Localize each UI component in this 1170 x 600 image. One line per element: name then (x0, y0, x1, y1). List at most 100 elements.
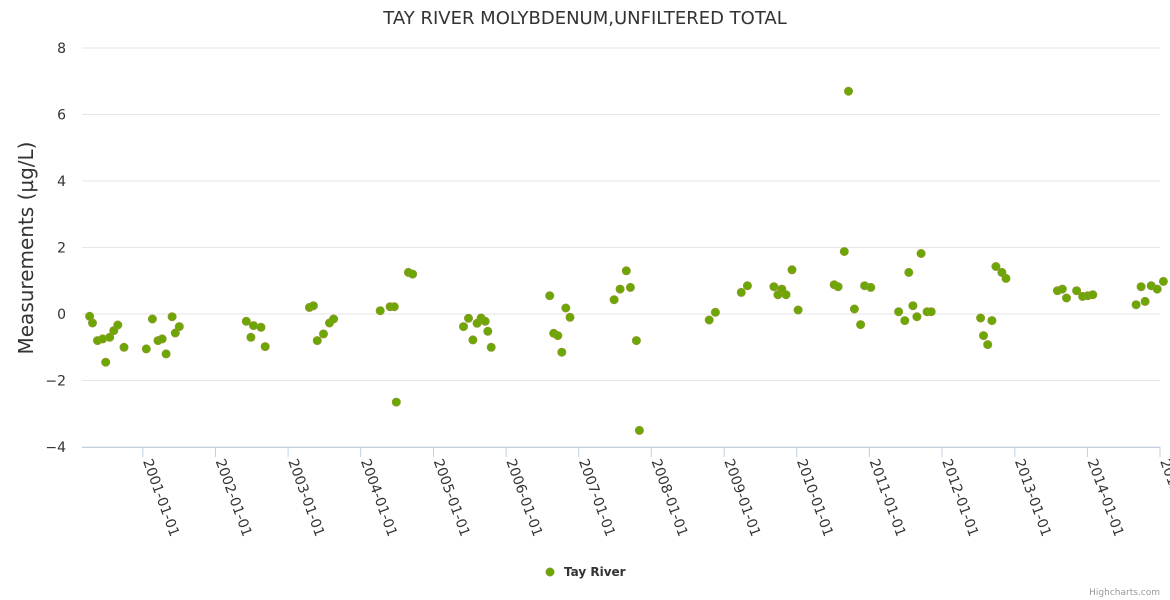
x-tick-label: 2013-01-01 (1011, 457, 1054, 539)
data-point[interactable] (849, 304, 859, 314)
x-tick-label: 2002-01-01 (212, 457, 255, 539)
data-point[interactable] (1088, 290, 1098, 300)
data-point[interactable] (486, 342, 496, 352)
data-point[interactable] (408, 269, 418, 279)
data-point[interactable] (904, 267, 914, 277)
data-points (85, 86, 1168, 435)
data-point[interactable] (389, 302, 399, 312)
data-point[interactable] (88, 318, 97, 328)
data-point[interactable] (833, 282, 843, 292)
y-axis-label: Measurements (µg/L) (14, 142, 38, 355)
data-point[interactable] (480, 316, 490, 326)
data-point[interactable] (991, 262, 1001, 271)
data-point[interactable] (900, 316, 910, 326)
data-point[interactable] (1001, 273, 1011, 283)
data-point[interactable] (161, 349, 171, 359)
data-point[interactable] (1152, 284, 1162, 294)
data-point[interactable] (249, 321, 258, 331)
data-point[interactable] (246, 332, 256, 342)
data-point[interactable] (1057, 284, 1067, 294)
data-point[interactable] (113, 320, 123, 330)
data-point[interactable] (459, 322, 468, 332)
x-tick-label: 2001-01-01 (139, 457, 182, 539)
data-point[interactable] (101, 357, 111, 367)
data-point[interactable] (742, 281, 752, 291)
x-tick-label: 2005-01-01 (430, 457, 473, 539)
data-point[interactable] (329, 314, 339, 324)
data-point[interactable] (736, 287, 746, 297)
x-tick-label: 2006-01-01 (502, 457, 545, 539)
data-point[interactable] (793, 305, 803, 315)
x-tick-label: 2003-01-01 (284, 457, 327, 539)
data-point[interactable] (391, 397, 401, 407)
data-point[interactable] (1072, 286, 1082, 296)
legend-marker-icon[interactable] (545, 567, 555, 577)
data-point[interactable] (157, 334, 167, 344)
data-point[interactable] (464, 313, 473, 323)
data-point[interactable] (926, 307, 936, 317)
data-point[interactable] (105, 332, 115, 342)
data-point[interactable] (483, 326, 493, 336)
data-point[interactable] (319, 329, 328, 339)
data-point[interactable] (704, 315, 714, 325)
data-point[interactable] (839, 247, 849, 256)
data-point[interactable] (308, 301, 318, 311)
credits-link[interactable]: Highcharts.com (1089, 588, 1160, 598)
data-point[interactable] (167, 312, 177, 322)
data-point[interactable] (609, 295, 619, 305)
data-point[interactable] (1140, 296, 1150, 306)
data-point[interactable] (979, 331, 988, 341)
legend-item-tay-river[interactable]: Tay River (564, 565, 626, 579)
data-point[interactable] (912, 312, 922, 322)
data-point[interactable] (987, 316, 997, 326)
data-point[interactable] (553, 331, 563, 341)
data-point[interactable] (916, 249, 926, 258)
data-point[interactable] (621, 266, 631, 276)
data-point[interactable] (557, 347, 567, 357)
data-point[interactable] (141, 344, 151, 354)
data-point[interactable] (256, 322, 266, 332)
data-point[interactable] (147, 314, 157, 324)
x-tick-label: 2011-01-01 (866, 457, 909, 539)
data-point[interactable] (631, 336, 641, 346)
x-tick-label: 2010-01-01 (793, 457, 836, 539)
x-tick-label: 2007-01-01 (575, 457, 618, 539)
y-gridlines (82, 47, 1160, 448)
x-tick-label: 2004-01-01 (357, 457, 400, 539)
data-point[interactable] (908, 301, 918, 311)
data-point[interactable] (468, 335, 478, 345)
y-tick-label: −2 (45, 374, 66, 390)
data-point[interactable] (625, 282, 635, 292)
data-point[interactable] (1131, 300, 1141, 310)
data-point[interactable] (375, 306, 385, 316)
data-point[interactable] (565, 312, 575, 322)
data-point[interactable] (174, 322, 184, 332)
data-point[interactable] (997, 267, 1007, 277)
legend[interactable]: Tay River (545, 565, 626, 579)
y-tick-label: 4 (57, 174, 66, 190)
data-point[interactable] (894, 307, 904, 317)
data-point[interactable] (983, 340, 993, 350)
data-point[interactable] (170, 328, 180, 338)
data-point[interactable] (119, 342, 129, 352)
data-point[interactable] (615, 284, 625, 294)
x-tick-label: 2014-01-01 (1084, 457, 1127, 539)
data-point[interactable] (260, 342, 270, 352)
data-point[interactable] (844, 86, 853, 96)
data-point[interactable] (1136, 282, 1146, 292)
data-point[interactable] (976, 313, 986, 323)
data-point[interactable] (1158, 276, 1168, 286)
data-point[interactable] (1062, 293, 1071, 303)
data-point[interactable] (545, 291, 555, 301)
data-point[interactable] (241, 316, 251, 326)
data-point[interactable] (769, 282, 779, 292)
data-point[interactable] (710, 307, 720, 317)
data-point[interactable] (312, 336, 322, 346)
data-point[interactable] (787, 265, 797, 275)
data-point[interactable] (781, 290, 791, 300)
data-point[interactable] (634, 425, 644, 435)
data-point[interactable] (866, 282, 876, 292)
data-point[interactable] (561, 303, 571, 313)
data-point[interactable] (856, 320, 866, 330)
